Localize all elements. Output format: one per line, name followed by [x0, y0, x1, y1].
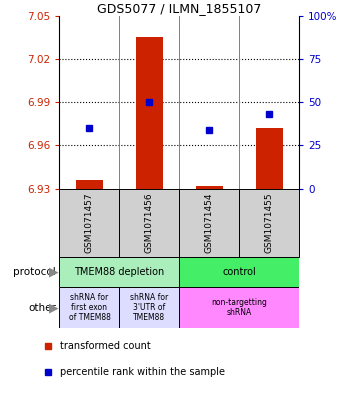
Bar	[196, 186, 223, 189]
Text: other: other	[28, 303, 56, 312]
Text: percentile rank within the sample: percentile rank within the sample	[61, 367, 225, 377]
Text: GSM1071454: GSM1071454	[205, 193, 214, 253]
Text: transformed count: transformed count	[61, 342, 151, 351]
Text: ▶: ▶	[49, 266, 59, 279]
Bar	[59, 287, 119, 328]
Bar	[136, 37, 163, 189]
Text: shRNA for
first exon
of TMEM88: shRNA for first exon of TMEM88	[69, 293, 110, 322]
Text: GSM1071456: GSM1071456	[145, 193, 154, 253]
Text: control: control	[222, 267, 256, 277]
Bar	[256, 128, 283, 189]
Bar	[180, 257, 299, 287]
Text: shRNA for
3'UTR of
TMEM88: shRNA for 3'UTR of TMEM88	[130, 293, 169, 322]
Title: GDS5077 / ILMN_1855107: GDS5077 / ILMN_1855107	[97, 2, 261, 15]
Text: protocol: protocol	[13, 267, 56, 277]
Bar	[76, 180, 103, 189]
Bar	[59, 189, 119, 257]
Text: non-targetting
shRNA: non-targetting shRNA	[211, 298, 267, 317]
Text: ▶: ▶	[49, 301, 59, 314]
Bar	[119, 287, 179, 328]
Bar	[180, 189, 239, 257]
Text: GSM1071455: GSM1071455	[265, 193, 274, 253]
Text: TMEM88 depletion: TMEM88 depletion	[74, 267, 165, 277]
Text: GSM1071457: GSM1071457	[85, 193, 94, 253]
Bar	[239, 189, 299, 257]
Bar	[59, 257, 180, 287]
Bar	[180, 287, 299, 328]
Bar	[119, 189, 179, 257]
